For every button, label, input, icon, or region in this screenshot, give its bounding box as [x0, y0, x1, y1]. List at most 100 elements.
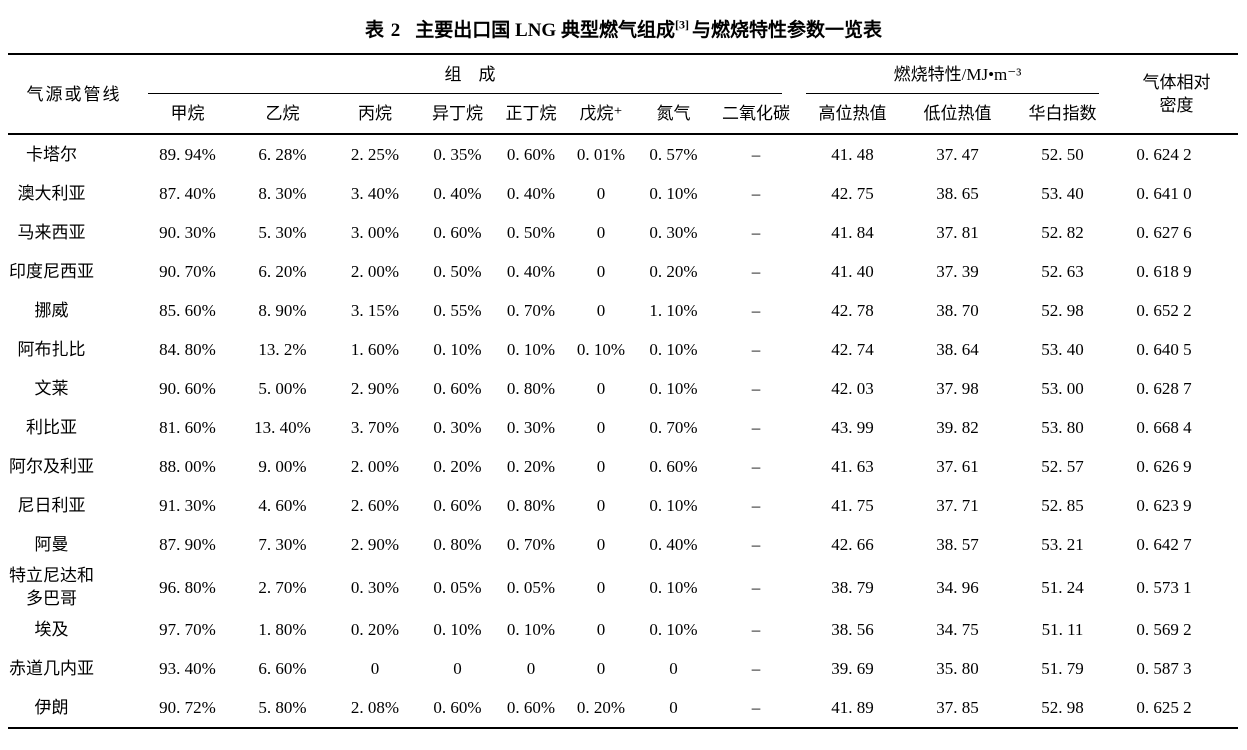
table-row: 阿布扎比 84. 80% 13. 2% 1. 60% 0. 10% 0. 10% 0. 10… — [8, 330, 1238, 369]
cell: 41. 89 — [831, 698, 874, 717]
cell: 51. 79 — [1041, 659, 1084, 678]
cell: 5. 00% — [258, 379, 307, 398]
cell: 0 — [526, 659, 536, 678]
cell: 5. 30% — [258, 223, 307, 242]
cell: 52. 98 — [1041, 698, 1084, 717]
cell: – — [751, 577, 761, 597]
cell: 34. 75 — [936, 620, 979, 639]
cell: – — [751, 496, 761, 515]
row-header-source: 特立尼达和 多巴哥 — [9, 566, 94, 608]
cell: 38. 56 — [831, 620, 874, 639]
row-header-source: 印度尼西亚 — [9, 262, 94, 281]
cell: 52. 63 — [1041, 262, 1084, 281]
table-row: 埃及 97. 70% 1. 80% 0. 20% 0. 10% 0. 10% 0 0. 10%… — [8, 610, 1238, 649]
cell: 0. 70% — [649, 418, 698, 437]
cell: 90. 70% — [159, 262, 216, 281]
cell: – — [751, 620, 761, 639]
col-header-isobutane: 异丁烷 — [420, 94, 495, 135]
cell: 2. 25% — [350, 145, 400, 164]
col-header-nitrogen: 氮气 — [635, 94, 712, 135]
cell: 0. 60% — [433, 223, 482, 242]
cell: 37. 61 — [936, 457, 979, 476]
cell: 0 — [596, 301, 606, 320]
table-row: 印度尼西亚 90. 70% 6. 20% 2. 00% 0. 50% 0. 40% 0 0. … — [8, 252, 1238, 291]
col-header-hhv: 高位热值 — [800, 94, 905, 135]
cell: 0. 35% — [433, 145, 482, 164]
cell: 0 — [596, 496, 606, 515]
cell: 53. 21 — [1041, 535, 1084, 554]
cell: 41. 40 — [831, 262, 874, 281]
cell: 53. 40 — [1041, 340, 1084, 359]
row-header-source: 伊朗 — [34, 698, 69, 717]
cell: 81. 60% — [159, 418, 216, 437]
row-header-source: 阿布扎比 — [17, 340, 86, 359]
cell: 3. 40% — [350, 184, 400, 203]
cell: 0. 10% — [506, 340, 556, 359]
cell: 0 — [596, 457, 606, 476]
cell: 0. 641 0 — [1136, 184, 1192, 203]
col-header-lhv: 低位热值 — [905, 94, 1010, 135]
cell: 0. 625 2 — [1136, 698, 1192, 717]
table-row: 挪威 85. 60% 8. 90% 3. 15% 0. 55% 0. 70% 0 1. 10%… — [8, 291, 1238, 330]
cell: 84. 80% — [159, 340, 216, 359]
cell: 0. 60% — [433, 496, 482, 515]
cell: 90. 60% — [159, 379, 216, 398]
cell: – — [751, 223, 761, 242]
cell: 89. 94% — [159, 145, 216, 164]
cell: – — [751, 301, 761, 320]
cell: 0 — [596, 184, 606, 203]
cell: 52. 57 — [1041, 457, 1084, 476]
cell: 0. 50% — [433, 262, 482, 281]
cell: 0 — [596, 577, 606, 597]
col-group-composition: 组 成 — [140, 54, 800, 94]
cell: 0 — [596, 535, 606, 554]
table-row: 马来西亚 90. 30% 5. 30% 3. 00% 0. 60% 0. 50% 0 0. 3… — [8, 213, 1238, 252]
cell: 6. 60% — [258, 659, 307, 678]
cell: 38. 64 — [936, 340, 979, 359]
cell: 6. 20% — [258, 262, 307, 281]
cell: 0 — [453, 659, 462, 678]
table-row: 文莱 90. 60% 5. 00% 2. 90% 0. 60% 0. 80% 0 0. 10%… — [8, 369, 1238, 408]
cell: 41. 75 — [831, 496, 874, 515]
cell: 0. 627 6 — [1136, 223, 1192, 242]
row-header-source: 澳大利亚 — [17, 184, 86, 203]
cell: 2. 00% — [350, 262, 400, 281]
cell: 87. 40% — [159, 184, 216, 203]
table-row: 卡塔尔 89. 94% 6. 28% 2. 25% 0. 35% 0. 60% 0. 01%… — [8, 134, 1238, 174]
row-header-source: 利比亚 — [26, 418, 77, 437]
cell: 0 — [596, 620, 606, 639]
cell: 0. 60% — [433, 379, 482, 398]
row-header-source: 阿尔及利亚 — [9, 457, 94, 476]
cell: – — [751, 145, 761, 164]
cell: 1. 10% — [649, 301, 698, 320]
cell: 0. 70% — [506, 301, 556, 320]
col-header-propane: 丙烷 — [330, 94, 420, 135]
cell: – — [751, 457, 761, 476]
cell: – — [751, 418, 761, 437]
cell: 3. 00% — [350, 223, 400, 242]
cell: 37. 39 — [936, 262, 979, 281]
cell: – — [751, 379, 761, 398]
cell: – — [751, 340, 761, 359]
cell: 0. 10% — [649, 577, 698, 597]
cell: 53. 40 — [1041, 184, 1084, 203]
cell: 42. 03 — [831, 379, 874, 398]
cell: 13. 2% — [258, 340, 307, 359]
table-caption: 表 2 主要出口国 LNG 典型燃气组成[3] 与燃烧特性参数一览表 — [0, 0, 1247, 53]
cell: 13. 40% — [254, 418, 311, 437]
cell: 0. 20% — [506, 457, 556, 476]
cell: 5. 80% — [258, 698, 307, 717]
cell: 0. 20% — [350, 620, 400, 639]
cell: 0. 10% — [649, 620, 698, 639]
cell: 41. 63 — [831, 457, 874, 476]
cell: 0 — [669, 659, 678, 678]
lng-composition-table: 气源或管线 组 成 燃烧特性/MJ•m⁻³ 气体相对 密度 甲烷 乙烷 丙烷 异丁烷正… — [8, 53, 1239, 729]
cell: 93. 40% — [159, 659, 216, 678]
row-header-source: 埃及 — [34, 620, 69, 639]
col-header-wobbe-index: 华白指数 — [1010, 94, 1116, 135]
cell: 0. 10% — [433, 620, 482, 639]
cell: 0. 80% — [433, 535, 482, 554]
cell: 0. 60% — [506, 145, 556, 164]
cell: 0. 57% — [649, 145, 698, 164]
cell: 0. 642 7 — [1136, 535, 1192, 554]
